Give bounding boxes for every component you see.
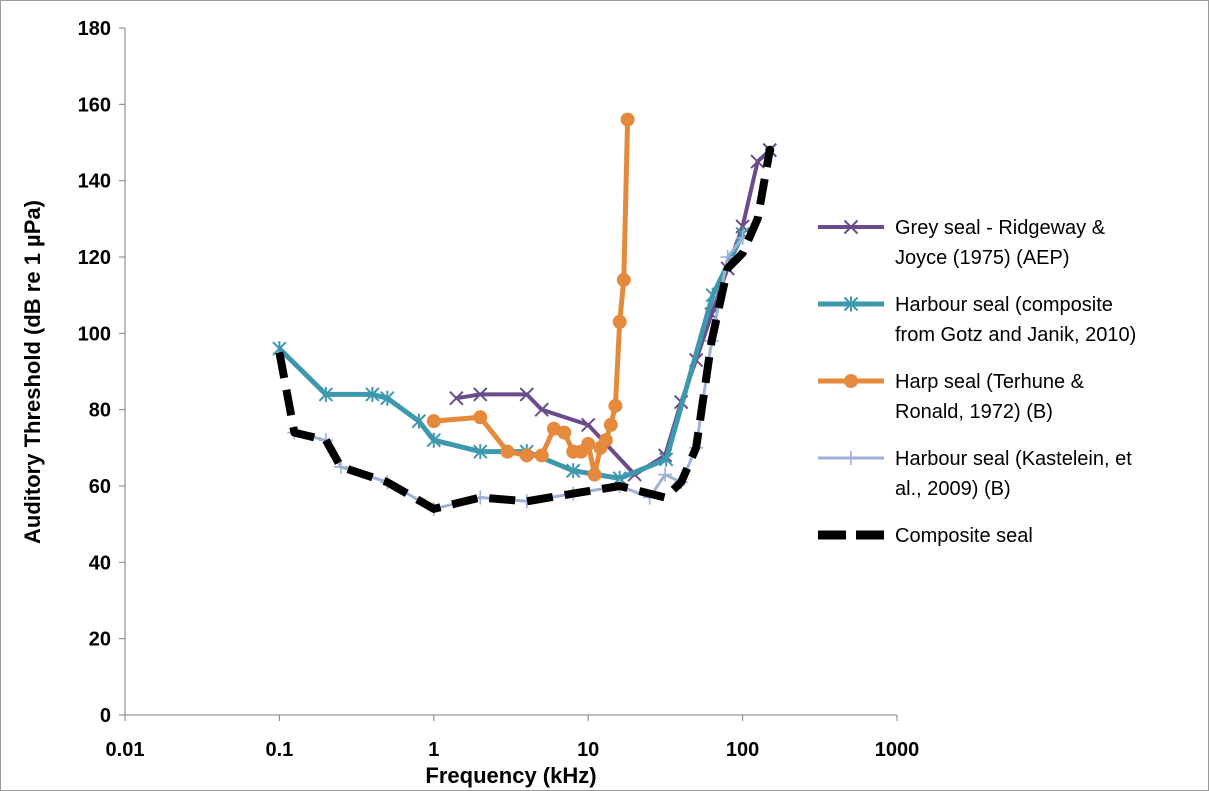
harbour-seal-kastelein-point xyxy=(720,250,735,264)
harp-seal-point xyxy=(608,398,623,413)
harp-seal-point xyxy=(620,112,635,127)
harp-seal-point xyxy=(603,417,618,432)
legend-label: Harbour seal (composite xyxy=(895,294,1113,316)
x-tick-label: 0.01 xyxy=(106,739,145,761)
y-tick-label: 160 xyxy=(78,94,111,116)
harbour-seal-kastelein-line xyxy=(294,236,744,511)
grey-seal-point xyxy=(519,387,534,402)
harbour-seal-kastelein-point xyxy=(658,467,673,482)
x-tick-label: 1000 xyxy=(875,739,920,761)
harbour-seal-gotz-point xyxy=(318,386,334,402)
harbour-seal-gotz-point xyxy=(566,463,581,479)
legend-item-harbour-seal-gotz: Harbour seal (composite from Gotz and Jan… xyxy=(818,294,1136,346)
x-tick-label: 1 xyxy=(428,739,439,761)
harbour-seal-gotz-point xyxy=(426,432,442,448)
harp-seal-point xyxy=(534,448,549,463)
axes: 0 20 40 60 80 100 120 140 160 180 0.01 0.1 1 10 100 100… xyxy=(78,18,920,761)
grey-seal-point xyxy=(580,417,596,433)
harp-seal-point xyxy=(473,410,488,425)
legend-label: Composite seal xyxy=(895,525,1033,547)
y-tick-label: 40 xyxy=(89,552,111,574)
legend-label: Joyce (1975) (AEP) xyxy=(895,247,1070,269)
x-tick-label: 10 xyxy=(577,739,599,761)
legend-label: Harbour seal (Kastelein, et xyxy=(895,448,1132,470)
legend-item-composite-seal: Composite seal xyxy=(818,525,1033,547)
y-tick-label: 100 xyxy=(78,323,111,345)
x-tick-label: 100 xyxy=(726,739,759,761)
legend-label: Harp seal (Terhune & xyxy=(895,371,1085,393)
legend-label: Ronald, 1972) (B) xyxy=(895,401,1053,423)
legend: Grey seal - Ridgeway & Joyce (1975) (AEP)… xyxy=(818,217,1136,547)
legend-label: al., 2009) (B) xyxy=(895,478,1011,500)
harbour-seal-gotz-line xyxy=(277,233,745,481)
legend-label: Grey seal - Ridgeway & xyxy=(895,217,1106,239)
y-tick-label: 120 xyxy=(78,247,111,269)
harp-seal-point xyxy=(426,414,441,429)
harbour-seal-kastelein-point xyxy=(333,459,348,474)
legend-item-grey-seal: Grey seal - Ridgeway & Joyce (1975) (AEP) xyxy=(818,217,1106,269)
legend-label: from Gotz and Janik, 2010) xyxy=(895,324,1136,346)
harp-seal-point xyxy=(557,425,572,440)
legend-item-harbour-seal-kastelein: Harbour seal (Kastelein, et al., 2009) (B… xyxy=(818,448,1132,500)
harp-seal-point xyxy=(519,448,534,463)
grey-seal-point xyxy=(473,387,488,402)
y-tick-label: 180 xyxy=(78,18,111,40)
y-tick-label: 60 xyxy=(89,476,111,498)
grey-seal-point xyxy=(750,154,765,169)
x-axis-label: Frequency (kHz) xyxy=(425,763,596,788)
legend-harp-seal-point xyxy=(844,374,858,388)
composite-seal-series xyxy=(275,145,775,513)
harbour-seal-gotz-point xyxy=(365,386,380,402)
legend-harbour-seal-gotz-point xyxy=(843,296,859,312)
harp-seal-point xyxy=(612,314,627,329)
harbour-seal-gotz-point xyxy=(473,444,488,460)
harp-seal-point xyxy=(581,437,596,452)
harbour-seal-gotz-point xyxy=(658,451,674,467)
composite-seal-line xyxy=(275,149,774,513)
y-tick-label: 140 xyxy=(78,171,111,193)
harp-seal-point xyxy=(587,467,602,482)
y-axis-label: Auditory Threshold (dB re 1 µPa) xyxy=(20,200,45,544)
y-tick-label: 0 xyxy=(100,705,111,727)
harp-seal-line xyxy=(433,119,631,478)
composite-seal-end-point xyxy=(765,145,775,155)
grey-seal-point xyxy=(534,402,549,417)
harbour-seal-gotz-point xyxy=(380,390,395,406)
harp-seal-point xyxy=(598,433,613,448)
legend-item-harp-seal: Harp seal (Terhune & Ronald, 1972) (B) xyxy=(818,371,1085,423)
grey-seal-point xyxy=(449,391,464,406)
x-tick-label: 0.1 xyxy=(265,739,293,761)
harp-seal-point xyxy=(616,272,631,287)
legend-harbour-seal-kastelein-point xyxy=(844,451,858,465)
harbour-seal-gotz-point xyxy=(411,413,427,429)
series-group xyxy=(272,112,777,516)
harp-seal-point xyxy=(500,444,515,459)
y-tick-label: 20 xyxy=(89,629,111,651)
legend-grey-seal-point xyxy=(843,219,859,235)
harp-seal-series xyxy=(426,112,635,482)
y-tick-label: 80 xyxy=(89,400,111,422)
